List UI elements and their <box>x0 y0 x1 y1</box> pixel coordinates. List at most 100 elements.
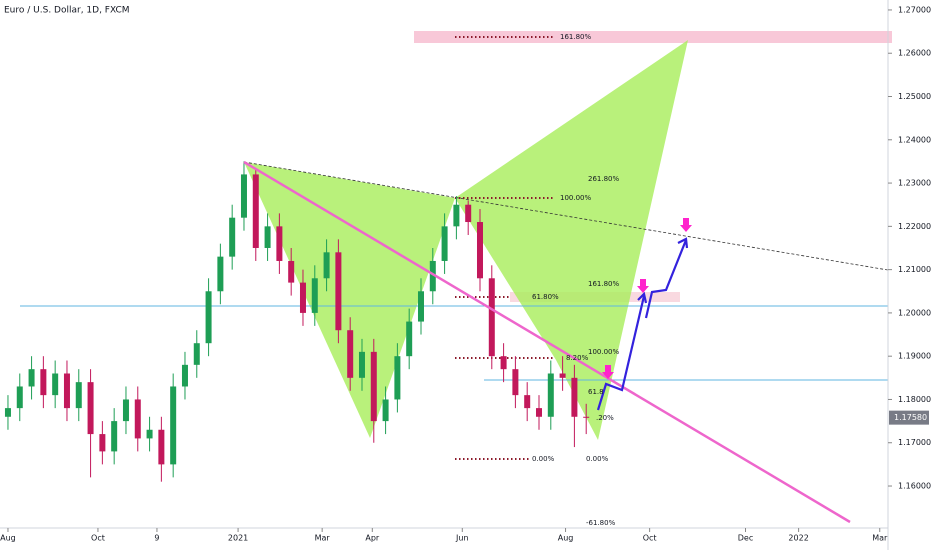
candle-body <box>170 386 177 465</box>
down-arrow <box>637 279 649 293</box>
fib-label: -61.80% <box>586 519 616 527</box>
fib-label: 100.00% <box>588 348 619 356</box>
candle-body <box>181 364 188 387</box>
candle-body <box>311 278 318 313</box>
candle-body <box>16 386 23 409</box>
candle-body <box>335 252 342 331</box>
candle-body <box>524 395 531 409</box>
last-price-box <box>889 410 929 425</box>
fib-label: 61.80% <box>532 293 559 301</box>
candle-body <box>476 222 483 279</box>
x-tick-label: Aug <box>0 534 16 543</box>
y-tick-label: 1.25000 <box>898 92 931 101</box>
candle-body <box>535 408 542 417</box>
candle-body <box>441 226 448 261</box>
fib-label: .20% <box>596 414 614 422</box>
x-tick-label: 2022 <box>788 534 808 543</box>
fib-label: 0.00% <box>586 455 609 463</box>
y-tick-label: 1.23000 <box>898 179 931 188</box>
candle-body <box>40 369 47 396</box>
y-tick-label: 1.24000 <box>898 135 931 144</box>
candle-body <box>205 291 212 344</box>
y-tick-label: 1.16000 <box>898 482 931 491</box>
y-tick-label: 1.20000 <box>898 308 931 317</box>
candle-body <box>500 356 507 370</box>
x-tick-label: Apr <box>365 534 380 543</box>
chart-title: Euro / U.S. Dollar, 1D, FXCM <box>4 6 130 16</box>
candle-body <box>63 373 70 409</box>
y-tick-label: 1.17000 <box>898 438 931 447</box>
candle-body <box>158 429 165 465</box>
candle-body <box>217 256 224 292</box>
down-arrow <box>680 218 692 232</box>
x-tick-label: Dec <box>738 534 753 543</box>
candle-body <box>193 343 200 365</box>
x-tick-label: Aug <box>558 534 574 543</box>
candle-body <box>512 369 519 396</box>
y-tick-label: 1.21000 <box>898 265 931 274</box>
candle-body <box>488 278 495 357</box>
candle-body <box>28 369 35 387</box>
y-tick-label: 1.26000 <box>898 49 931 58</box>
candle-body <box>240 174 247 218</box>
candle-body <box>264 226 271 248</box>
candle-body <box>559 373 566 378</box>
down-arrow <box>602 365 614 379</box>
candle-body <box>276 226 283 261</box>
candle-body <box>347 330 354 378</box>
signal-arrows <box>602 218 692 379</box>
x-tick-label: Oct <box>643 534 657 543</box>
fib-label: 8.20% <box>566 354 589 362</box>
y-tick-label: 1.19000 <box>898 352 931 361</box>
fib-label: 61.8 <box>588 388 604 396</box>
candle-body <box>417 291 424 322</box>
x-tick-label: 2021 <box>228 534 248 543</box>
candle-body <box>571 377 578 417</box>
candle-body <box>146 429 153 439</box>
pattern-left <box>244 162 455 438</box>
candle-body <box>465 204 472 223</box>
candle-body <box>4 408 11 417</box>
projection-path <box>644 239 688 319</box>
y-tick-label: 1.18000 <box>898 395 931 404</box>
overlay: 161.80% 261.80% 100.00% 161.80% 61.80% 1… <box>243 33 851 527</box>
candle-body <box>358 351 365 378</box>
candle-body <box>52 373 59 396</box>
candle-body <box>99 434 106 452</box>
candle-body <box>370 351 377 422</box>
last-price-label: 1.17580 <box>894 413 927 422</box>
fib-label: 161.80% <box>588 280 619 288</box>
fib-label: 161.80% <box>560 33 591 41</box>
x-tick-label: Mar <box>872 534 888 543</box>
trend-line <box>243 161 889 271</box>
candle-body <box>394 356 401 400</box>
candle-body <box>299 282 306 313</box>
arrow-head <box>637 291 648 304</box>
candles <box>4 161 590 482</box>
y-tick-label: 1.22000 <box>898 222 931 231</box>
plot-area <box>20 31 892 460</box>
candle-body <box>382 399 389 422</box>
candle-body <box>134 399 141 439</box>
candle-body <box>288 260 295 283</box>
x-tick-label: Jun <box>455 534 469 543</box>
x-tick-label: 9 <box>154 534 159 543</box>
candle-body <box>547 373 554 417</box>
candle-body <box>252 174 259 248</box>
target-zone <box>414 31 892 43</box>
fib-label: 0.00% <box>532 455 555 463</box>
y-tick-label: 1.27000 <box>898 5 931 14</box>
pattern-right <box>455 40 688 440</box>
candle-body <box>87 382 94 435</box>
x-tick-label: Mar <box>315 534 331 543</box>
arrow-head <box>677 237 689 249</box>
fib-label: 100.00% <box>560 194 591 202</box>
candle-body <box>583 416 590 418</box>
candle-body <box>122 399 129 422</box>
pink-trend-line <box>243 160 851 524</box>
candle-body <box>323 252 330 279</box>
candle-body <box>429 260 436 292</box>
projection <box>596 237 689 411</box>
